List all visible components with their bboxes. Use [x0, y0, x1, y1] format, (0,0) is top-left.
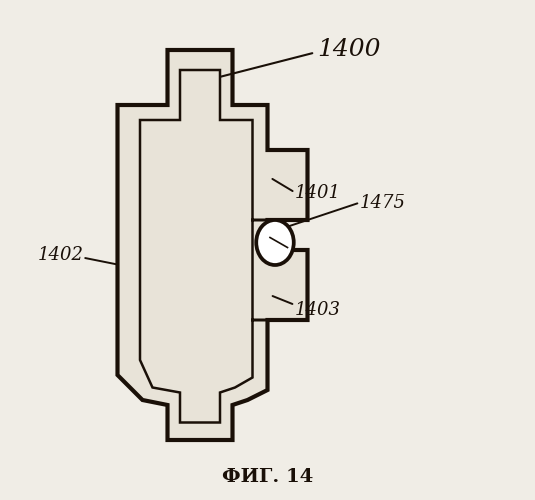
- Ellipse shape: [256, 220, 294, 265]
- Text: 1475: 1475: [360, 194, 406, 212]
- Text: 1403: 1403: [295, 301, 341, 319]
- Text: 1402: 1402: [37, 246, 83, 264]
- Text: ФИГ. 14: ФИГ. 14: [222, 468, 313, 486]
- Text: 1400: 1400: [317, 38, 381, 62]
- Text: 1401: 1401: [295, 184, 341, 202]
- Polygon shape: [118, 50, 308, 440]
